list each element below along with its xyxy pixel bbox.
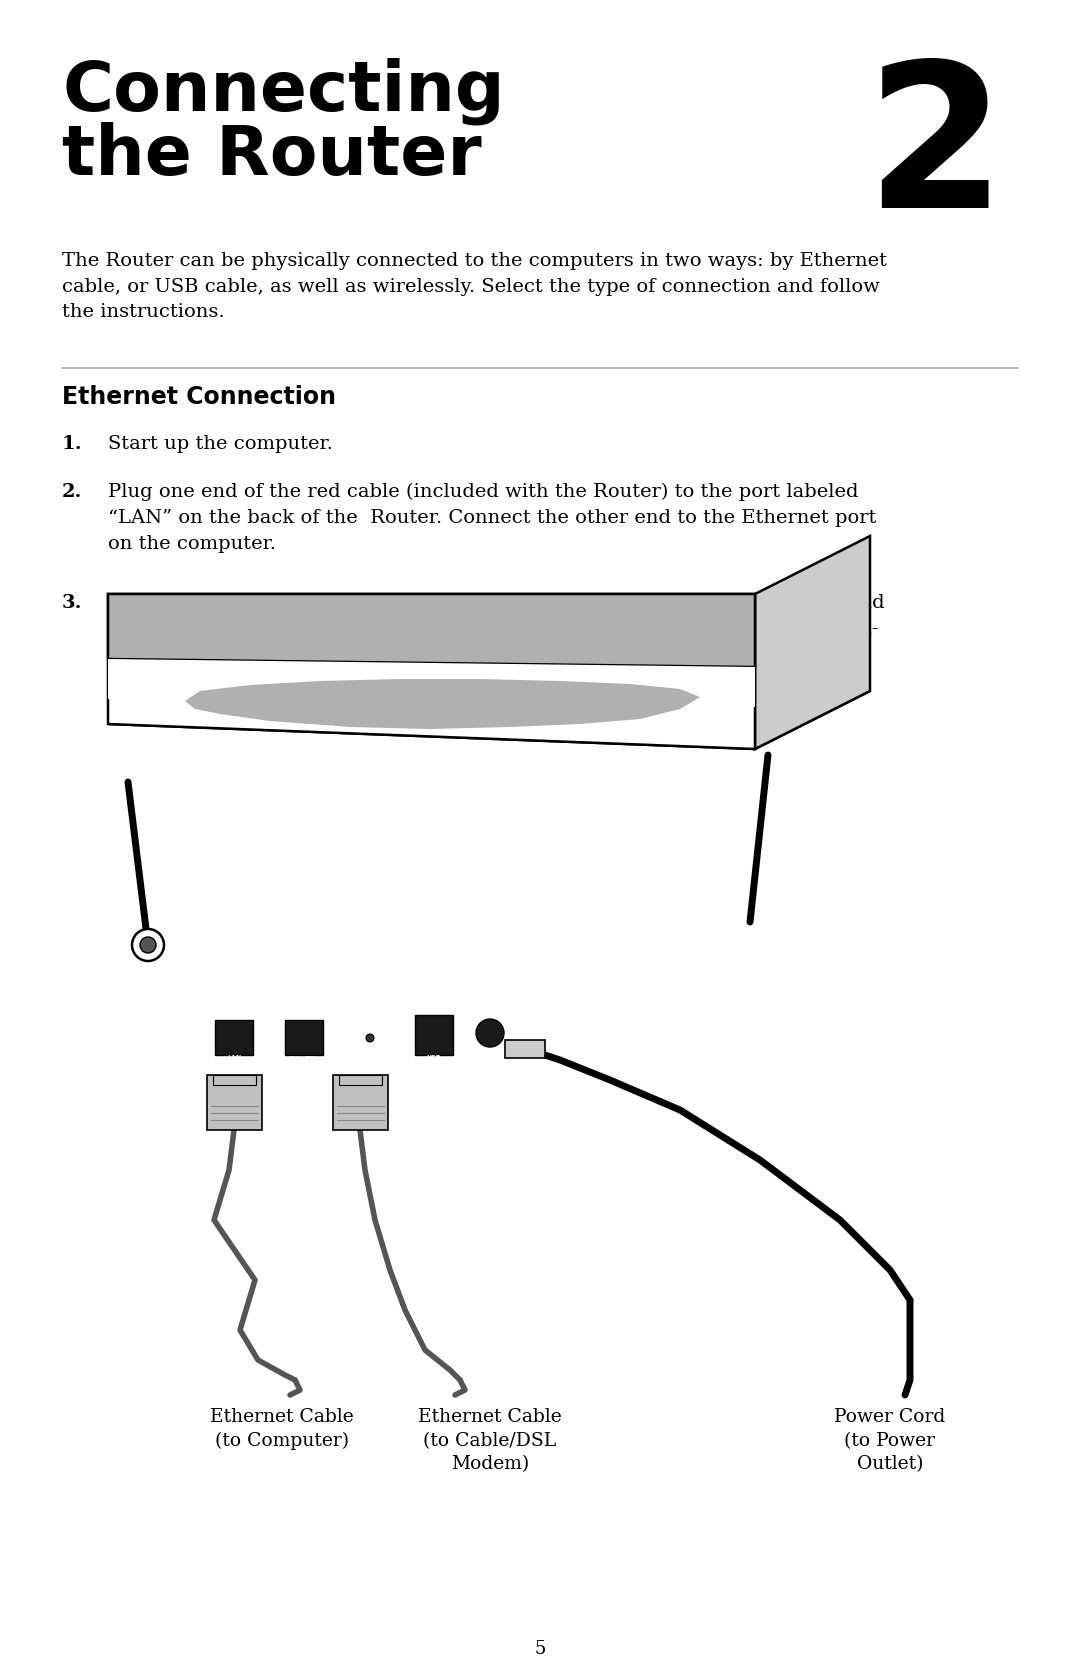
Text: Ethernet Cable
(to Computer): Ethernet Cable (to Computer) (211, 1409, 354, 1450)
Text: Power: Power (482, 1013, 498, 1018)
Polygon shape (333, 1075, 388, 1130)
Text: 3.: 3. (62, 594, 82, 613)
Polygon shape (755, 536, 870, 749)
Polygon shape (213, 1075, 256, 1085)
Text: 2.: 2. (62, 482, 82, 501)
Text: Start up the computer.: Start up the computer. (108, 436, 333, 452)
Circle shape (366, 1035, 374, 1041)
Polygon shape (338, 1075, 381, 1085)
Text: Reset: Reset (363, 1013, 378, 1018)
Polygon shape (108, 659, 755, 708)
Polygon shape (108, 594, 755, 749)
Circle shape (476, 1020, 504, 1046)
Text: The Router can be physically connected to the computers in two ways: by Ethernet: The Router can be physically connected t… (62, 252, 887, 322)
Polygon shape (505, 1040, 545, 1058)
Circle shape (140, 936, 156, 953)
Text: Power Cord
(to Power
Outlet): Power Cord (to Power Outlet) (835, 1409, 946, 1474)
Polygon shape (108, 594, 755, 668)
Text: Connecting: Connecting (62, 58, 504, 125)
Text: 2: 2 (865, 55, 1005, 250)
Text: USB: USB (427, 1055, 442, 1060)
Text: LAN: LAN (227, 1055, 241, 1060)
Text: Ethernet Connection: Ethernet Connection (62, 386, 336, 409)
Text: the Router: the Router (62, 122, 482, 189)
Text: 5: 5 (535, 1641, 545, 1657)
Polygon shape (206, 1075, 261, 1130)
Bar (285, 1020, 323, 1055)
Text: Cable/DSL: Cable/DSL (291, 1055, 318, 1060)
Text: Plug the Router’s power supply into a wall outlet, and then plug the other end
i: Plug the Router’s power supply into a wa… (108, 594, 885, 663)
Circle shape (132, 930, 164, 961)
Bar (215, 1020, 253, 1055)
Polygon shape (185, 679, 700, 729)
Text: 1.: 1. (62, 436, 83, 452)
Text: Ethernet Cable
(to Cable/DSL
Modem): Ethernet Cable (to Cable/DSL Modem) (418, 1409, 562, 1474)
Text: Plug one end of the red cable (included with the Router) to the port labeled
“LA: Plug one end of the red cable (included … (108, 482, 876, 552)
Bar (415, 1015, 453, 1055)
Polygon shape (108, 666, 870, 749)
